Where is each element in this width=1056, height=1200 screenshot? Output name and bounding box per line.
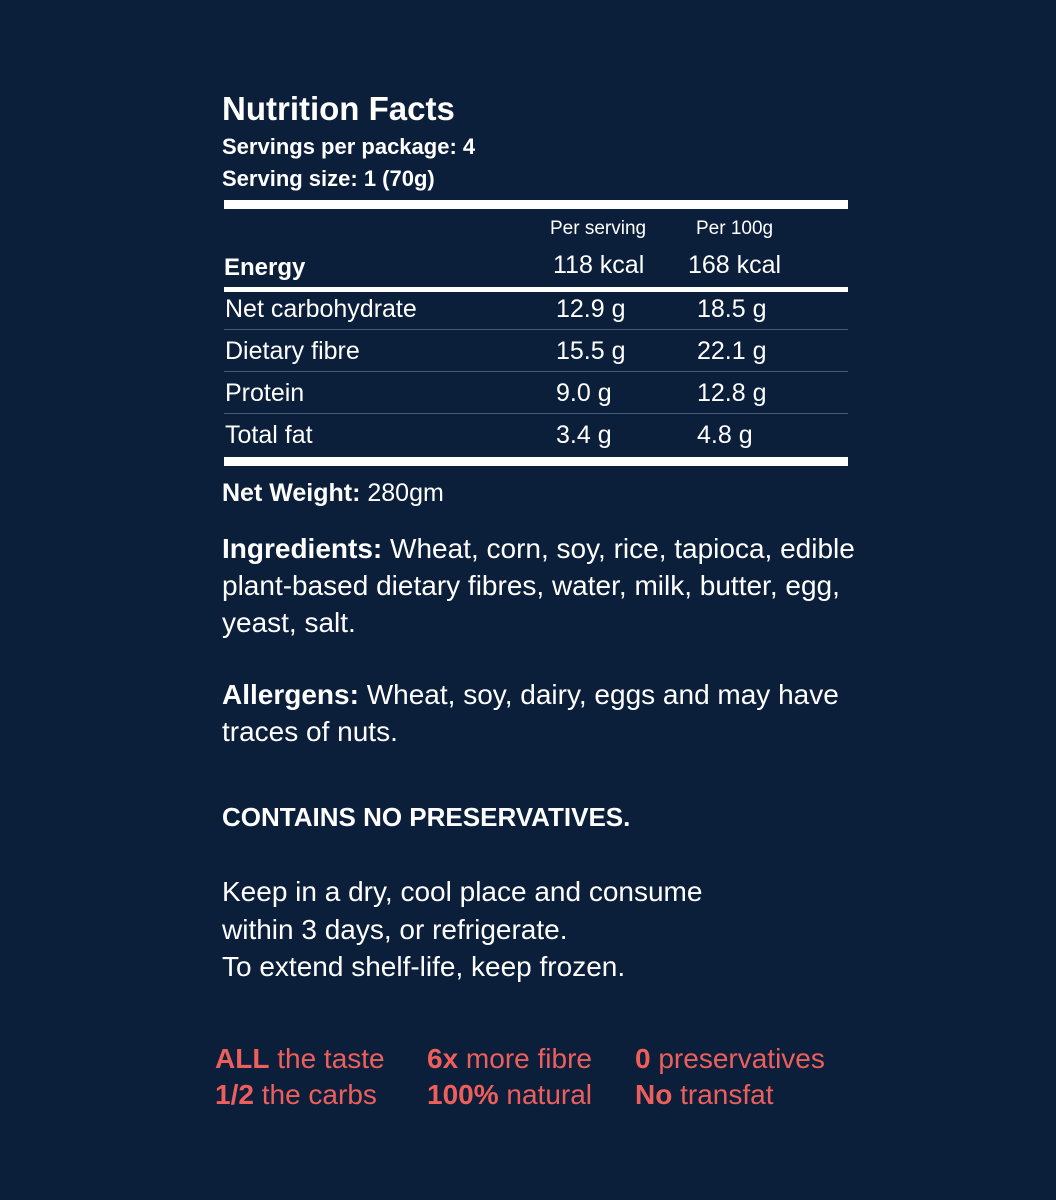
row-per-serving: 12.9 g <box>556 295 626 323</box>
ingredients: Ingredients: Wheat, corn, soy, rice, tap… <box>222 530 862 641</box>
row-label: Dietary fibre <box>225 337 360 365</box>
serving-size: Serving size: 1 (70g) <box>222 166 435 191</box>
tagline: No transfat <box>635 1079 774 1110</box>
row-divider <box>224 329 848 330</box>
row-label: Protein <box>225 379 305 407</box>
tagline: 1/2 the carbs <box>215 1079 377 1110</box>
tagline: 100% natural <box>427 1079 593 1110</box>
row-per-100g: 18.5 g <box>697 295 767 323</box>
allergens-label: Allergens: <box>222 679 359 710</box>
row-per-serving: 9.0 g <box>556 379 612 407</box>
column-header-per-serving: Per serving <box>550 218 647 239</box>
thick-divider-top <box>224 200 848 209</box>
row-label: Net carbohydrate <box>225 295 417 323</box>
thick-divider-bottom <box>224 457 848 466</box>
row-per-100g: 22.1 g <box>697 337 767 365</box>
storage-line: Keep in a dry, cool place and consume <box>222 876 703 907</box>
energy-per-100g: 168 kcal <box>688 251 782 279</box>
servings-per-package: Servings per package: 4 <box>222 134 476 159</box>
ingredients-value: Wheat, corn, soy, rice, tapioca, edible … <box>222 533 855 638</box>
row-per-100g: 4.8 g <box>697 421 753 449</box>
ingredients-label: Ingredients: <box>222 533 383 564</box>
allergens-value: Wheat, soy, dairy, eggs and may have tra… <box>222 679 839 747</box>
row-per-serving: 15.5 g <box>556 337 626 365</box>
energy-label: Energy <box>224 254 306 281</box>
tagline: 6x more fibre <box>427 1043 592 1074</box>
net-weight-value: 280gm <box>360 479 444 507</box>
row-per-serving: 3.4 g <box>556 421 612 449</box>
energy-divider <box>224 287 848 292</box>
net-weight: Net Weight: 280gm <box>222 479 444 508</box>
row-divider <box>224 371 848 372</box>
storage-instructions: Keep in a dry, cool place and consume wi… <box>222 873 702 986</box>
tagline: 0 preservatives <box>635 1043 825 1074</box>
row-label: Total fat <box>225 421 313 449</box>
storage-line: To extend shelf-life, keep frozen. <box>222 951 626 982</box>
storage-line: within 3 days, or refrigerate. <box>222 913 568 945</box>
tagline: ALL the taste <box>215 1043 385 1074</box>
column-header-per-100g: Per 100g <box>696 218 774 239</box>
allergens: Allergens: Wheat, soy, dairy, eggs and m… <box>222 676 852 750</box>
net-weight-label: Net Weight: <box>222 479 361 507</box>
preservatives-notice: CONTAINS NO PRESERVATIVES. <box>222 802 631 832</box>
label-title: Nutrition Facts <box>222 90 455 127</box>
row-divider <box>224 413 848 414</box>
row-per-100g: 12.8 g <box>697 379 767 407</box>
energy-per-serving: 118 kcal <box>553 251 645 279</box>
